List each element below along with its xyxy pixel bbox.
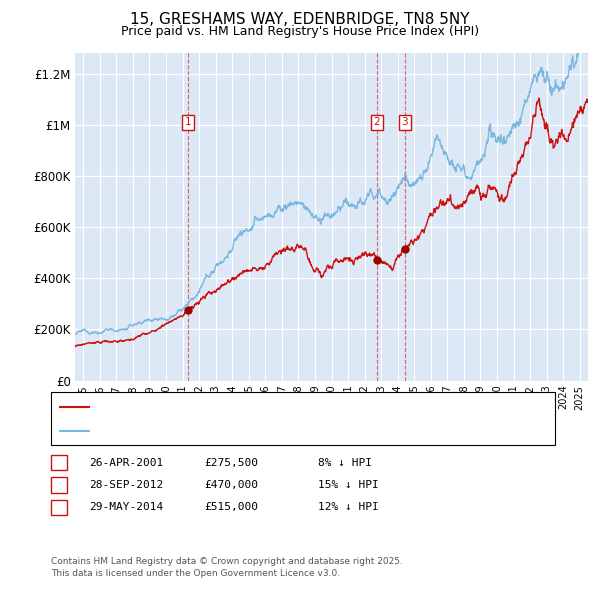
Text: £470,000: £470,000 — [204, 480, 258, 490]
Text: 3: 3 — [401, 117, 408, 127]
Text: 8% ↓ HPI: 8% ↓ HPI — [318, 458, 372, 467]
Text: 29-MAY-2014: 29-MAY-2014 — [89, 503, 163, 512]
Text: £275,500: £275,500 — [204, 458, 258, 467]
Text: 15, GRESHAMS WAY, EDENBRIDGE, TN8 5NY: 15, GRESHAMS WAY, EDENBRIDGE, TN8 5NY — [130, 12, 470, 27]
Text: 26-APR-2001: 26-APR-2001 — [89, 458, 163, 467]
Text: 2: 2 — [374, 117, 380, 127]
Text: £515,000: £515,000 — [204, 503, 258, 512]
Text: Contains HM Land Registry data © Crown copyright and database right 2025.
This d: Contains HM Land Registry data © Crown c… — [51, 558, 403, 578]
Text: 28-SEP-2012: 28-SEP-2012 — [89, 480, 163, 490]
Text: 1: 1 — [55, 458, 62, 467]
Text: 15% ↓ HPI: 15% ↓ HPI — [318, 480, 379, 490]
Text: 12% ↓ HPI: 12% ↓ HPI — [318, 503, 379, 512]
Text: 15, GRESHAMS WAY, EDENBRIDGE, TN8 5NY (detached house): 15, GRESHAMS WAY, EDENBRIDGE, TN8 5NY (d… — [93, 402, 435, 412]
Text: 3: 3 — [55, 503, 62, 512]
Text: Price paid vs. HM Land Registry's House Price Index (HPI): Price paid vs. HM Land Registry's House … — [121, 25, 479, 38]
Text: HPI: Average price, detached house, Sevenoaks: HPI: Average price, detached house, Seve… — [93, 426, 355, 436]
Text: 2: 2 — [55, 480, 62, 490]
Text: 1: 1 — [185, 117, 191, 127]
